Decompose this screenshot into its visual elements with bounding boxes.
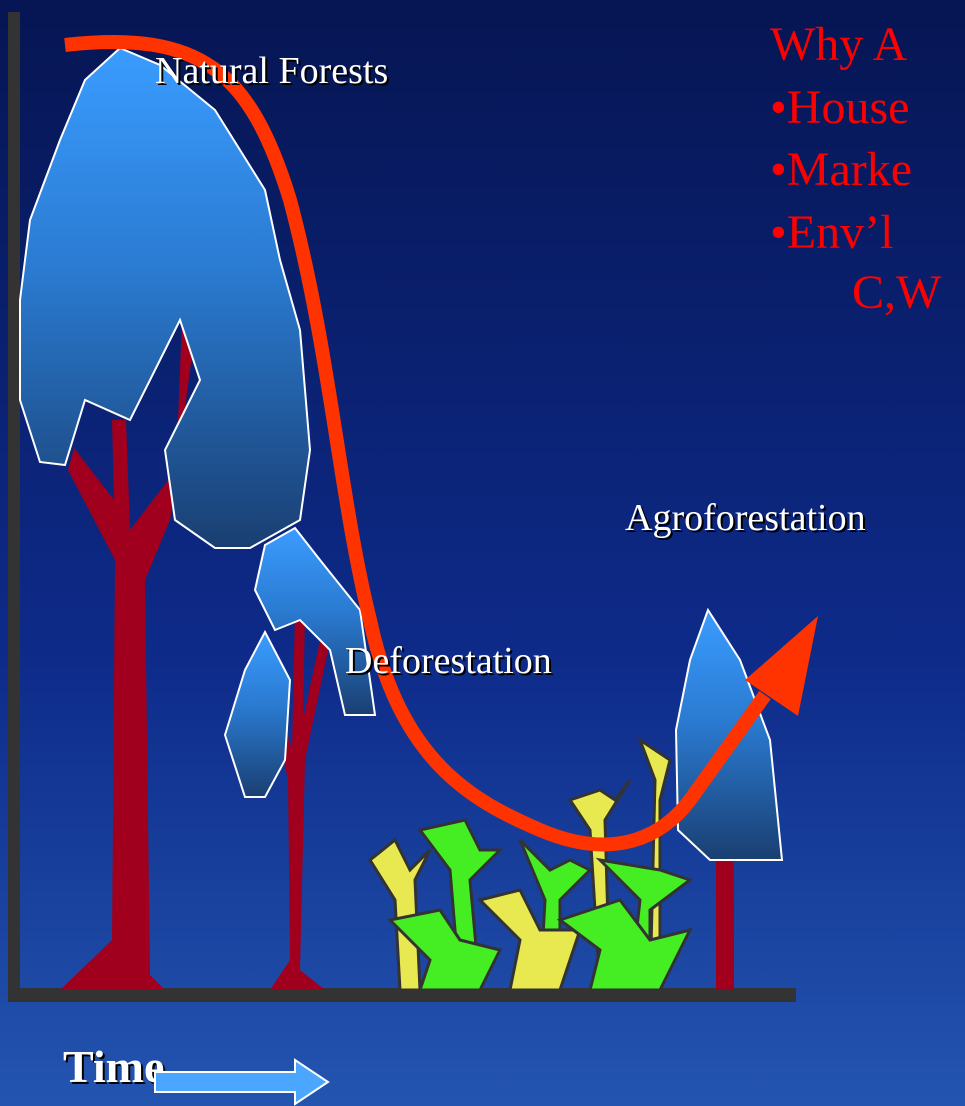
sidebar-item: •House — [770, 81, 909, 134]
deforestation-label: Deforestation — [345, 640, 552, 682]
crops — [368, 736, 694, 992]
trunks — [60, 320, 734, 990]
sidebar-item: •Marke — [770, 143, 912, 196]
agroforestation-label: Agroforestation — [625, 497, 866, 539]
sidebar-item: •Env’l — [770, 206, 893, 259]
time-label: Time — [63, 1041, 164, 1092]
time-arrow — [154, 1058, 330, 1106]
natural-forests-label: Natural Forests — [155, 50, 388, 92]
sidebar-continuation: C,W — [852, 266, 942, 319]
sidebar-title: Why A — [770, 18, 908, 71]
trend-curve — [64, 35, 818, 852]
